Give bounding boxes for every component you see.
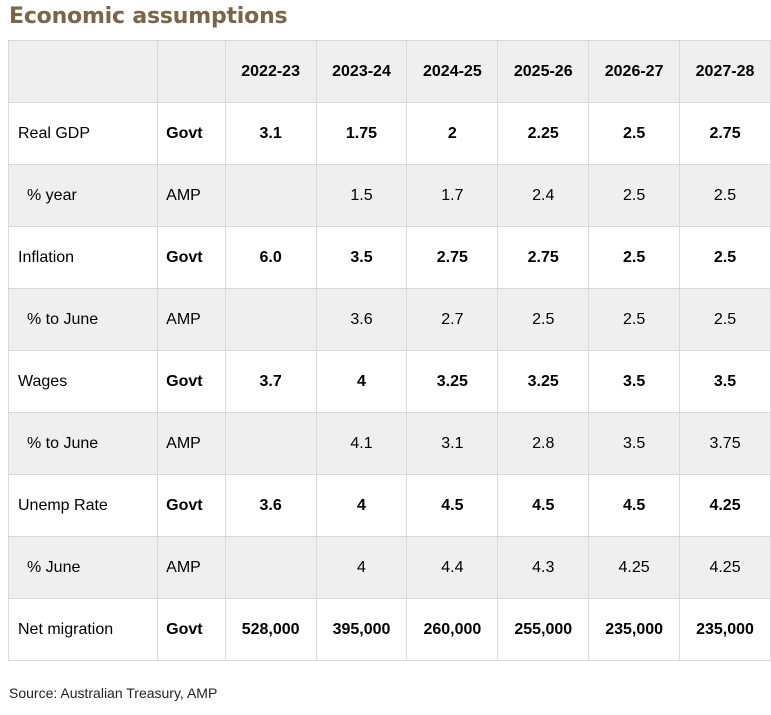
table-row: Net migration Govt 528,000 395,000 260,0… xyxy=(7,598,771,661)
value-cell: 235,000 xyxy=(588,598,681,661)
value-cell: 2.5 xyxy=(679,288,771,351)
row-label: Net migration xyxy=(7,598,159,661)
row-source: Govt xyxy=(157,598,226,661)
value-cell: 3.5 xyxy=(588,412,681,475)
value-cell xyxy=(224,164,317,227)
year-header: 2027-28 xyxy=(679,40,771,103)
value-cell: 2.75 xyxy=(497,226,590,289)
value-cell xyxy=(224,288,317,351)
table-row: % to June AMP 3.6 2.7 2.5 2.5 2.5 xyxy=(7,288,771,351)
table-row: % year AMP 1.5 1.7 2.4 2.5 2.5 xyxy=(7,164,771,227)
row-source: AMP xyxy=(157,164,226,227)
value-cell: 4.5 xyxy=(406,474,499,537)
value-cell: 2.5 xyxy=(588,102,681,165)
row-label: Inflation xyxy=(7,226,159,289)
table-row: % to June AMP 4.1 3.1 2.8 3.5 3.75 xyxy=(7,412,771,475)
table-row: Inflation Govt 6.0 3.5 2.75 2.75 2.5 2.5 xyxy=(7,226,771,289)
row-source: AMP xyxy=(157,536,226,599)
row-label: % year xyxy=(7,164,159,227)
value-cell: 3.6 xyxy=(224,474,317,537)
value-cell: 2.5 xyxy=(588,226,681,289)
value-cell: 4.25 xyxy=(679,474,771,537)
value-cell: 395,000 xyxy=(315,598,408,661)
value-cell: 2.5 xyxy=(679,164,771,227)
economic-assumptions-table: 2022-23 2023-24 2024-25 2025-26 2026-27 … xyxy=(7,40,771,661)
table-row: Real GDP Govt 3.1 1.75 2 2.25 2.5 2.75 xyxy=(7,102,771,165)
row-label: % to June xyxy=(7,288,159,351)
value-cell: 3.5 xyxy=(588,350,681,413)
table-header-row: 2022-23 2023-24 2024-25 2025-26 2026-27 … xyxy=(7,40,771,103)
value-cell: 2 xyxy=(406,102,499,165)
value-cell: 2.5 xyxy=(679,226,771,289)
row-source: Govt xyxy=(157,474,226,537)
value-cell: 3.25 xyxy=(406,350,499,413)
value-cell: 4.3 xyxy=(497,536,590,599)
table-row: Wages Govt 3.7 4 3.25 3.25 3.5 3.5 xyxy=(7,350,771,413)
value-cell: 3.1 xyxy=(224,102,317,165)
value-cell: 4 xyxy=(315,536,408,599)
value-cell: 4.1 xyxy=(315,412,408,475)
year-header: 2022-23 xyxy=(224,40,317,103)
row-label: Real GDP xyxy=(7,102,159,165)
year-header: 2025-26 xyxy=(497,40,590,103)
value-cell: 1.75 xyxy=(315,102,408,165)
value-cell: 4 xyxy=(315,350,408,413)
value-cell: 255,000 xyxy=(497,598,590,661)
value-cell: 4 xyxy=(315,474,408,537)
value-cell: 4.5 xyxy=(588,474,681,537)
header-label-cell xyxy=(7,40,159,103)
year-header: 2026-27 xyxy=(588,40,681,103)
value-cell: 2.75 xyxy=(406,226,499,289)
value-cell: 3.25 xyxy=(497,350,590,413)
page-title: Economic assumptions xyxy=(9,4,288,29)
value-cell: 2.4 xyxy=(497,164,590,227)
value-cell: 2.75 xyxy=(679,102,771,165)
value-cell: 1.7 xyxy=(406,164,499,227)
row-source: Govt xyxy=(157,350,226,413)
value-cell: 3.7 xyxy=(224,350,317,413)
year-header: 2024-25 xyxy=(406,40,499,103)
row-label: Unemp Rate xyxy=(7,474,159,537)
value-cell: 4.5 xyxy=(497,474,590,537)
table-row: % June AMP 4 4.4 4.3 4.25 4.25 xyxy=(7,536,771,599)
value-cell xyxy=(224,536,317,599)
value-cell: 3.1 xyxy=(406,412,499,475)
value-cell: 2.5 xyxy=(497,288,590,351)
value-cell: 528,000 xyxy=(224,598,317,661)
value-cell: 3.6 xyxy=(315,288,408,351)
value-cell: 2.7 xyxy=(406,288,499,351)
value-cell: 1.5 xyxy=(315,164,408,227)
value-cell: 260,000 xyxy=(406,598,499,661)
value-cell: 2.5 xyxy=(588,288,681,351)
row-source: Govt xyxy=(157,226,226,289)
row-source: Govt xyxy=(157,102,226,165)
table-row: Unemp Rate Govt 3.6 4 4.5 4.5 4.5 4.25 xyxy=(7,474,771,537)
value-cell: 3.5 xyxy=(315,226,408,289)
value-cell: 4.4 xyxy=(406,536,499,599)
value-cell: 235,000 xyxy=(679,598,771,661)
value-cell: 2.25 xyxy=(497,102,590,165)
value-cell: 4.25 xyxy=(588,536,681,599)
value-cell xyxy=(224,412,317,475)
row-label: % to June xyxy=(7,412,159,475)
row-source: AMP xyxy=(157,288,226,351)
value-cell: 2.5 xyxy=(588,164,681,227)
row-label: % June xyxy=(7,536,159,599)
value-cell: 6.0 xyxy=(224,226,317,289)
value-cell: 3.75 xyxy=(679,412,771,475)
value-cell: 3.5 xyxy=(679,350,771,413)
value-cell: 2.8 xyxy=(497,412,590,475)
year-header: 2023-24 xyxy=(315,40,408,103)
header-source-cell xyxy=(157,40,226,103)
row-source: AMP xyxy=(157,412,226,475)
value-cell: 4.25 xyxy=(679,536,771,599)
source-note: Source: Australian Treasury, AMP xyxy=(9,685,218,701)
row-label: Wages xyxy=(7,350,159,413)
